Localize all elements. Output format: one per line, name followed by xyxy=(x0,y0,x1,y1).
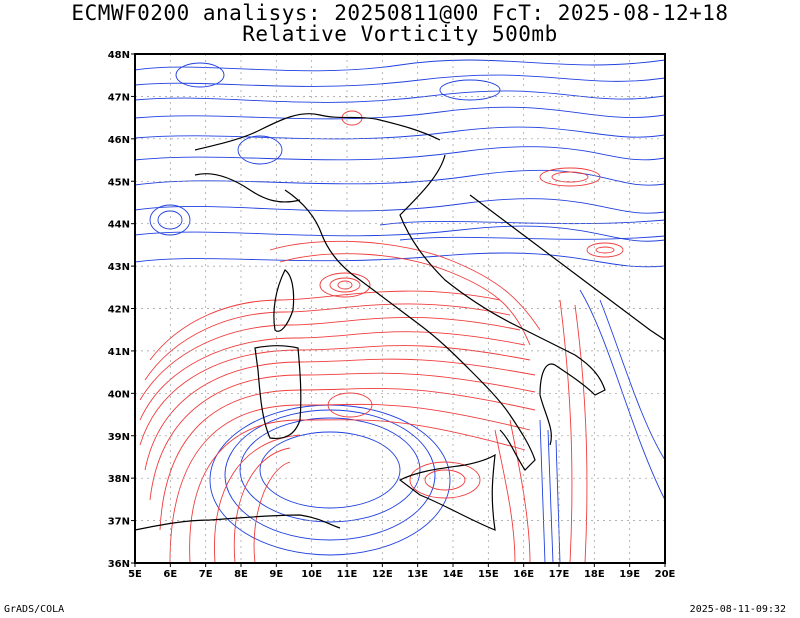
lon-tick-label: 11E xyxy=(337,569,358,580)
lon-tick-label: 7E xyxy=(199,569,213,580)
latitude-axis: 48N 47N 46N 45N 44N 43N 42N 41N 40N 39N 38N 37N 36N xyxy=(108,50,135,570)
lat-tick-label: 42N xyxy=(108,305,130,316)
lon-tick-label: 19E xyxy=(619,569,640,580)
lat-tick-label: 46N xyxy=(108,135,130,146)
lat-tick-label: 48N xyxy=(108,50,130,61)
lat-tick-label: 41N xyxy=(108,347,130,358)
lon-tick-label: 13E xyxy=(407,569,428,580)
generation-timestamp: 2025-08-11-09:32 xyxy=(689,604,786,615)
lon-tick-label: 20E xyxy=(655,569,676,580)
negative-vorticity-contours xyxy=(135,59,665,563)
lat-tick-label: 37N xyxy=(108,517,130,528)
lat-tick-label: 39N xyxy=(108,432,130,443)
lon-tick-label: 17E xyxy=(549,569,570,580)
lon-tick-label: 10E xyxy=(301,569,322,580)
longitude-axis: 5E 6E 7E 8E 9E 10E 11E 12E 13E 14E 15E 16E 17E 18E 19E… xyxy=(128,563,676,580)
lat-tick-label: 44N xyxy=(108,220,130,231)
software-credit: GrADS/COLA xyxy=(4,604,65,615)
lon-tick-label: 6E xyxy=(163,569,177,580)
lat-tick-label: 38N xyxy=(108,474,130,485)
lon-tick-label: 15E xyxy=(478,569,499,580)
lon-tick-label: 5E xyxy=(128,569,142,580)
lat-tick-label: 36N xyxy=(108,559,130,570)
coastlines xyxy=(135,113,665,531)
map-title: ECMWF0200 analisys: 20250811@00 FcT: 202… xyxy=(71,1,729,25)
graticule xyxy=(135,54,665,563)
lon-tick-label: 12E xyxy=(372,569,393,580)
contour-layer xyxy=(135,54,665,563)
map-subtitle: Relative Vorticity 500mb xyxy=(242,22,558,46)
lon-tick-label: 9E xyxy=(269,569,283,580)
lon-tick-label: 8E xyxy=(234,569,248,580)
lon-tick-label: 16E xyxy=(513,569,534,580)
lat-tick-label: 40N xyxy=(108,389,130,400)
lat-tick-label: 45N xyxy=(108,177,130,188)
lat-tick-label: 47N xyxy=(108,92,130,103)
lat-tick-label: 43N xyxy=(108,262,130,273)
lon-tick-label: 18E xyxy=(584,569,605,580)
lon-tick-label: 14E xyxy=(443,569,464,580)
